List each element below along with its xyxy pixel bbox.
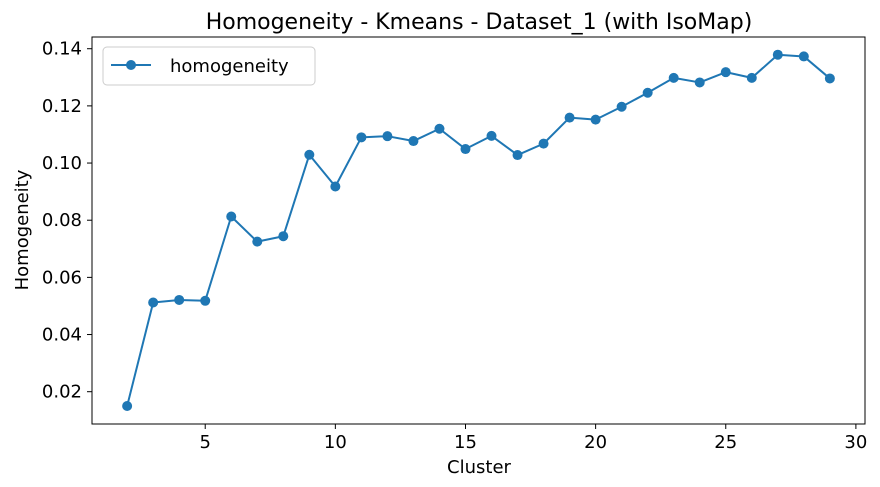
data-point	[434, 123, 445, 134]
legend-box	[102, 46, 316, 86]
data-point	[278, 231, 289, 242]
data-point	[330, 181, 341, 192]
data-point	[512, 150, 523, 161]
data-point	[720, 67, 731, 78]
data-point	[486, 130, 497, 141]
y-tick-label: 0.12	[42, 96, 82, 117]
data-point	[642, 87, 653, 98]
data-point	[122, 400, 133, 411]
data-point	[408, 136, 419, 147]
y-tick-label: 0.10	[42, 153, 82, 174]
data-point	[616, 101, 627, 112]
legend: homogeneity	[102, 46, 316, 86]
data-point	[824, 73, 835, 84]
legend-marker	[126, 60, 136, 70]
data-point	[460, 144, 471, 155]
data-point	[174, 294, 185, 305]
plot-area	[91, 36, 866, 425]
x-tick-label: 20	[584, 432, 607, 453]
data-point	[694, 77, 705, 88]
data-point	[226, 211, 237, 222]
x-tick-label: 5	[199, 432, 210, 453]
data-point	[382, 131, 393, 142]
data-point	[148, 297, 159, 308]
y-tick-label: 0.08	[42, 210, 82, 231]
y-axis-label: Homogeneity	[12, 169, 33, 290]
y-tick-label: 0.02	[42, 382, 82, 403]
plot-frame	[91, 36, 866, 425]
data-point	[772, 49, 783, 60]
data-point	[746, 72, 757, 83]
data-point	[668, 72, 679, 83]
data-point	[356, 132, 367, 143]
data-point	[304, 149, 315, 160]
y-tick-label: 0.04	[42, 325, 82, 346]
x-tick-label: 10	[324, 432, 347, 453]
x-tick-label: 15	[454, 432, 477, 453]
data-point	[538, 138, 549, 149]
data-point	[590, 114, 601, 125]
data-point	[798, 51, 809, 62]
data-point	[252, 236, 263, 247]
legend-label-homogeneity: homogeneity	[170, 56, 289, 77]
y-tick-label: 0.14	[42, 39, 82, 60]
series-line-homogeneity	[126, 53, 831, 407]
y-tick-label: 0.06	[42, 267, 82, 288]
data-point	[200, 295, 211, 306]
axis-ticks: 5 10 15 20 25 30 0.02 0.04 0.06 0.08 0.10 0.12 0.14	[42, 39, 867, 453]
x-tick-label: 25	[714, 432, 737, 453]
x-axis-label: Cluster	[447, 457, 511, 478]
chart-title: Homogeneity - Kmeans - Dataset_1 (with I…	[206, 10, 753, 35]
x-tick-label: 30	[844, 432, 867, 453]
data-point	[564, 112, 575, 123]
series-layer	[122, 49, 835, 411]
